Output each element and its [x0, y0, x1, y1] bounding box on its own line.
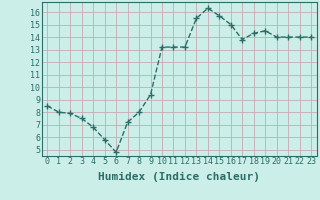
X-axis label: Humidex (Indice chaleur): Humidex (Indice chaleur)	[98, 172, 260, 182]
